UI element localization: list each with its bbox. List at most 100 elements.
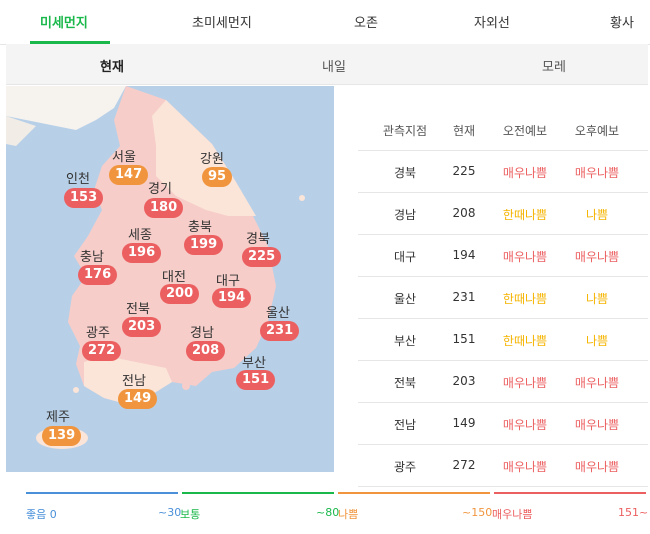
cell-now: 231 (452, 290, 476, 304)
cell-now: 208 (452, 206, 476, 220)
region-badge-daejeon[interactable]: 200 (160, 284, 200, 304)
legend-bar-good (26, 492, 178, 494)
region-badge-chungbuk[interactable]: 199 (184, 235, 224, 255)
region-label-jeju: 제주 (46, 410, 70, 425)
subtab-today[interactable]: 현재 (100, 60, 124, 75)
region-label-sejong: 세종 (128, 228, 152, 243)
legend-bad: 나쁨 (338, 508, 359, 521)
cell-site: 광주 (393, 460, 417, 474)
cell-now: 151 (452, 332, 476, 346)
legend-normal: 보통 (180, 508, 201, 521)
region-label-busan: 부산 (242, 356, 266, 371)
cell-am: 한때나쁨 (502, 334, 548, 348)
cell-site: 경남 (393, 208, 417, 222)
active-tab-indicator (30, 41, 110, 44)
header-now: 현재 (452, 124, 476, 138)
header-am: 오전예보 (502, 124, 548, 138)
region-badge-daegu[interactable]: 194 (212, 288, 252, 308)
cell-now: 203 (452, 374, 476, 388)
region-label-ulsan: 울산 (266, 306, 290, 321)
cell-site: 전남 (393, 418, 417, 432)
legend-verybad: 매우나쁨 (492, 508, 533, 521)
region-label-chungnam: 충남 (80, 250, 104, 265)
cell-pm: 나쁨 (585, 208, 609, 222)
region-label-daegu: 대구 (216, 274, 240, 289)
day-tabs: 현재 내일 모레 (6, 44, 648, 85)
region-badge-jeonnam[interactable]: 149 (118, 389, 158, 409)
cell-site: 전북 (393, 376, 417, 390)
subtab-tomorrow[interactable]: 내일 (322, 60, 346, 75)
region-badge-gyeongbuk[interactable]: 225 (242, 247, 282, 267)
region-label-jeonbuk: 전북 (126, 302, 150, 317)
region-badge-incheon[interactable]: 153 (64, 188, 104, 208)
legend-bad-range: ~80 (316, 506, 340, 519)
region-label-gwangju: 광주 (86, 326, 110, 341)
header-pm: 오후예보 (574, 124, 620, 138)
cell-pm: 나쁨 (585, 292, 609, 306)
cell-am: 한때나쁨 (502, 208, 548, 222)
region-label-gyeonggi: 경기 (148, 182, 172, 197)
region-badge-gangwon[interactable]: 95 (202, 167, 233, 187)
table-row: 광주 272 매우나쁨 매우나쁨 (358, 445, 648, 487)
cell-am: 매우나쁨 (502, 376, 548, 390)
region-badge-sejong[interactable]: 196 (122, 243, 162, 263)
tab-yellow-dust[interactable]: 황사 (610, 16, 634, 31)
region-label-seoul: 서울 (112, 150, 136, 165)
legend-good: 좋음 0 (26, 508, 57, 521)
table-row: 부산 151 한때나쁨 나쁨 (358, 319, 648, 361)
legend: 좋음 0 ~30 보통 ~80 나쁨 ~150 매우나쁨 151~ (26, 492, 649, 522)
cell-pm: 매우나쁨 (574, 376, 620, 390)
legend-verybad-range: ~150 (462, 506, 493, 519)
cell-site: 경북 (393, 166, 417, 180)
region-badge-gyeonggi[interactable]: 180 (144, 198, 184, 218)
cell-pm: 매우나쁨 (574, 250, 620, 264)
cell-now: 225 (452, 164, 476, 178)
cell-site: 울산 (393, 292, 417, 306)
cell-pm: 나쁨 (585, 334, 609, 348)
cell-am: 매우나쁨 (502, 460, 548, 474)
region-label-chungbuk: 충북 (188, 220, 212, 235)
region-badge-gwangju[interactable]: 272 (82, 341, 122, 361)
table-header: 관측지점 현재 오전예보 오후예보 (358, 110, 648, 151)
cell-pm: 매우나쁨 (574, 166, 620, 180)
cell-site: 부산 (393, 334, 417, 348)
region-label-daejeon: 대전 (162, 270, 186, 285)
region-label-gangwon: 강원 (200, 152, 224, 167)
legend-bar-verybad (494, 492, 646, 494)
legend-bar-bad (338, 492, 490, 494)
region-label-incheon: 인천 (66, 172, 90, 187)
table-row: 대구 194 매우나쁨 매우나쁨 (358, 235, 648, 277)
cell-am: 매우나쁨 (502, 418, 548, 432)
cell-now: 149 (452, 416, 476, 430)
tab-pm25[interactable]: 초미세먼지 (192, 16, 252, 31)
region-badge-busan[interactable]: 151 (236, 370, 276, 390)
region-badge-jeju[interactable]: 139 (42, 426, 82, 446)
subtab-day-after[interactable]: 모레 (542, 60, 566, 75)
region-badge-seoul[interactable]: 147 (109, 165, 149, 185)
legend-max: 151~ (618, 506, 649, 519)
header-site: 관측지점 (382, 124, 428, 138)
cell-pm: 매우나쁨 (574, 418, 620, 432)
cell-am: 매우나쁨 (502, 250, 548, 264)
region-badge-chungnam[interactable]: 176 (78, 265, 118, 285)
region-badge-ulsan[interactable]: 231 (260, 321, 300, 341)
tab-uv[interactable]: 자외선 (474, 16, 510, 31)
region-badge-gyeongnam[interactable]: 208 (186, 341, 226, 361)
cell-site: 대구 (393, 250, 417, 264)
table-row: 경남 208 한때나쁨 나쁨 (358, 193, 648, 235)
table-row: 경북 225 매우나쁨 매우나쁨 (358, 151, 648, 193)
region-label-gyeongnam: 경남 (190, 326, 214, 341)
table-row: 전북 203 매우나쁨 매우나쁨 (358, 361, 648, 403)
tab-ozone[interactable]: 오존 (354, 16, 378, 31)
tab-pm10[interactable]: 미세먼지 (40, 16, 88, 31)
pollutant-tabs: 미세먼지 초미세먼지 오존 자외선 황사 (0, 0, 650, 45)
legend-normal-range: ~30 (158, 506, 182, 519)
cell-am: 매우나쁨 (502, 166, 548, 180)
cell-am: 한때나쁨 (502, 292, 548, 306)
legend-bar-normal (182, 492, 334, 494)
region-label-gyeongbuk: 경북 (246, 232, 270, 247)
region-label-jeonnam: 전남 (122, 374, 146, 389)
forecast-table: 관측지점 현재 오전예보 오후예보 경북 225 매우나쁨 매우나쁨 경남 208 한때나쁨… (358, 110, 648, 487)
table-row: 울산 231 한때나쁨 나쁨 (358, 277, 648, 319)
region-badge-jeonbuk[interactable]: 203 (122, 317, 162, 337)
